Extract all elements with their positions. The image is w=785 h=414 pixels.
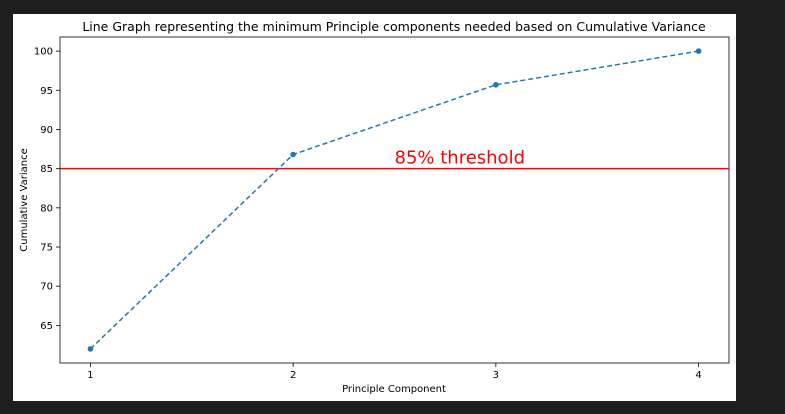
x-axis-title: Principle Component bbox=[342, 384, 446, 395]
data-point bbox=[290, 151, 296, 158]
data-point bbox=[493, 82, 499, 88]
x-tick-label: 1 bbox=[87, 370, 93, 381]
y-tick-label: 75 bbox=[40, 243, 53, 254]
y-tick-label: 100 bbox=[34, 47, 53, 58]
x-tick-label: 4 bbox=[695, 370, 701, 381]
chart-title: Line Graph representing the minimum Prin… bbox=[82, 19, 706, 34]
line-chart: Line Graph representing the minimum Prin… bbox=[19, 19, 730, 395]
x-tick-label: 3 bbox=[493, 370, 499, 381]
y-tick-label: 80 bbox=[40, 203, 53, 214]
threshold-label: 85% threshold bbox=[395, 148, 526, 169]
y-tick-label: 65 bbox=[40, 321, 53, 332]
data-point bbox=[87, 346, 94, 352]
y-axis-title: Cumulative Variance bbox=[19, 148, 30, 251]
x-tick-label: 2 bbox=[290, 370, 296, 381]
y-tick-label: 95 bbox=[40, 86, 53, 97]
y-tick-label: 70 bbox=[40, 282, 53, 293]
y-tick-label: 90 bbox=[40, 125, 53, 136]
series-line bbox=[89, 50, 699, 350]
figure-panel: Line Graph representing the minimum Prin… bbox=[13, 14, 736, 401]
y-tick-label: 85 bbox=[40, 164, 53, 175]
data-point bbox=[695, 48, 702, 54]
plot-frame bbox=[59, 36, 730, 364]
